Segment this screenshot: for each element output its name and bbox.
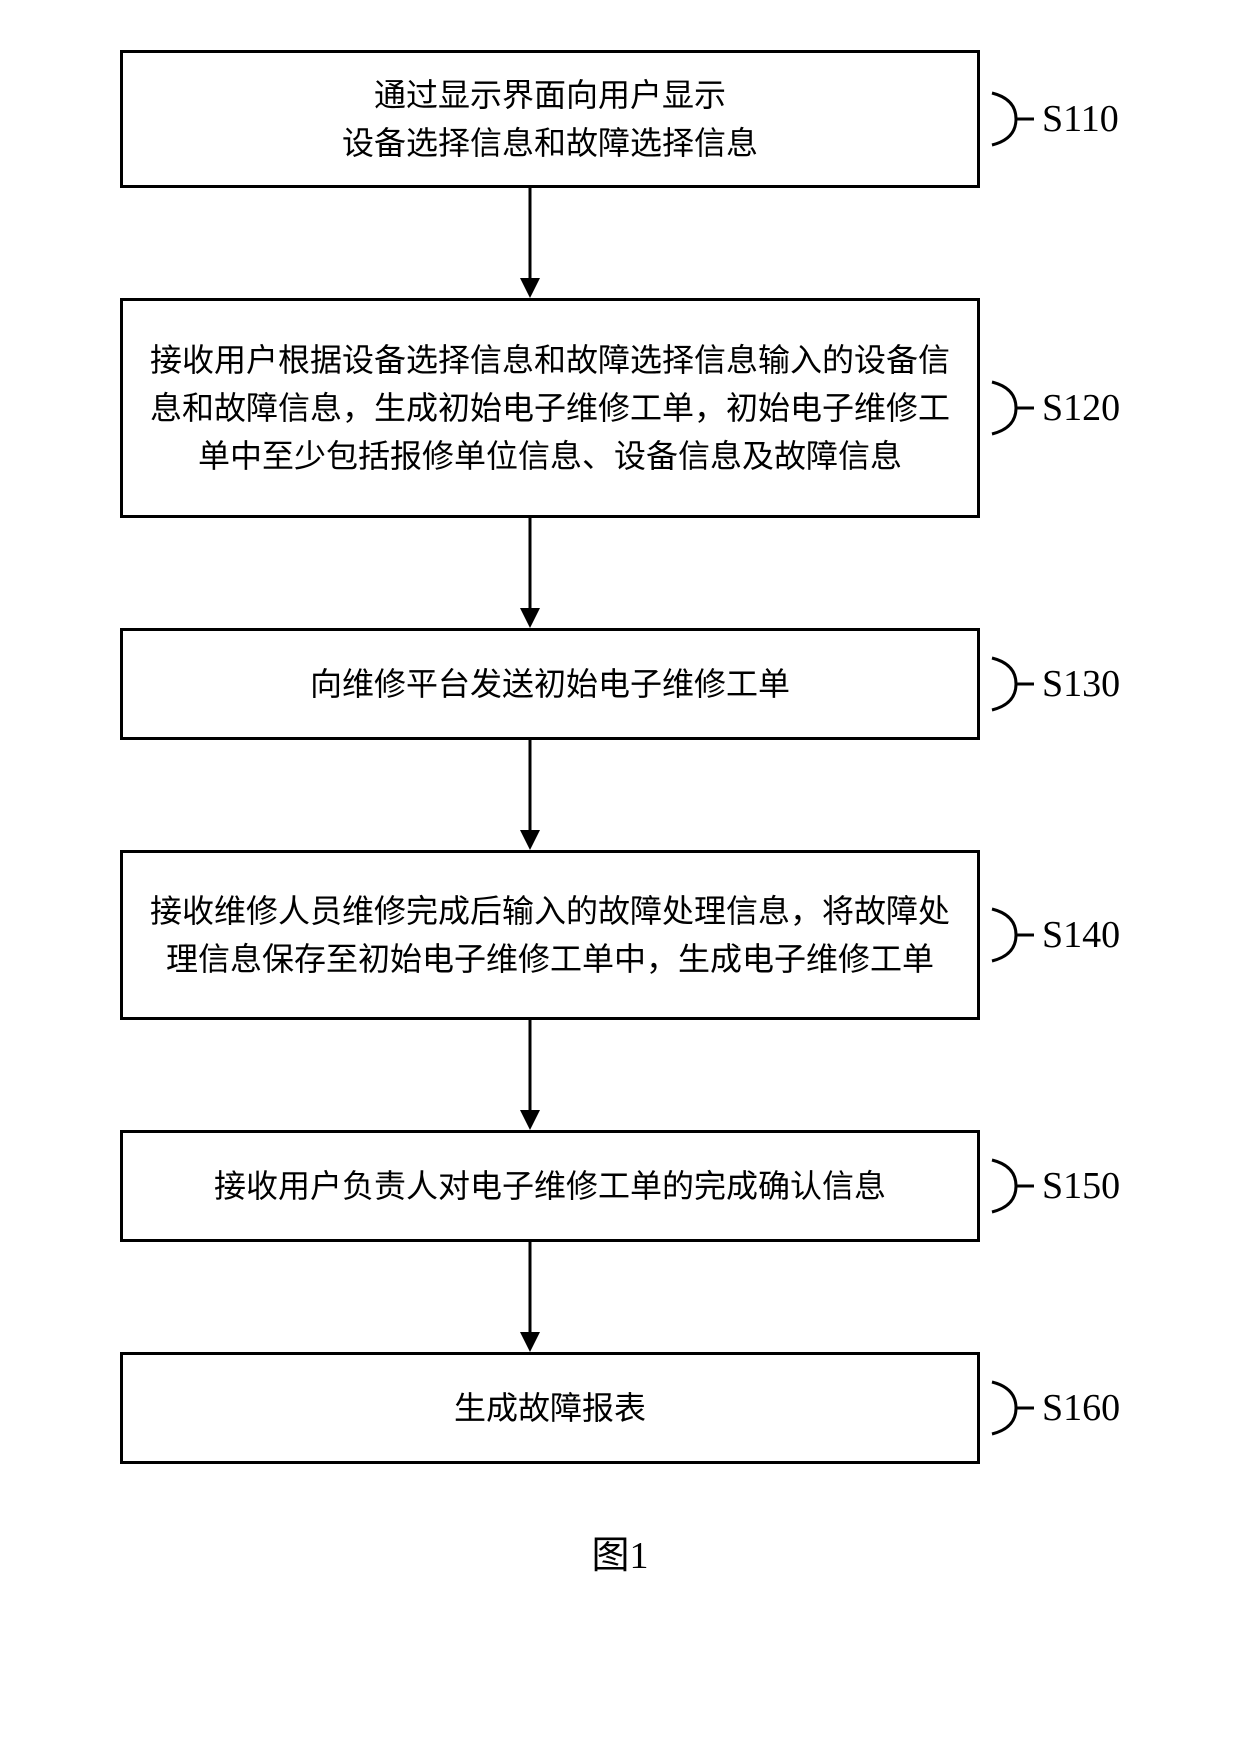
node-label-wrap: S110 <box>988 89 1119 149</box>
flowchart-container: 通过显示界面向用户显示设备选择信息和故障选择信息 S110 接收用户根据设备选择… <box>80 50 1160 1464</box>
node-label: S110 <box>1042 97 1119 141</box>
curve-icon <box>988 905 1038 965</box>
arrow-wrap <box>100 518 1180 628</box>
node-text: 生成故障报表 <box>454 1384 646 1432</box>
arrow-wrap <box>100 1020 1180 1130</box>
curve-icon <box>988 378 1038 438</box>
flowchart-node-s120: 接收用户根据设备选择信息和故障选择信息输入的设备信息和故障信息，生成初始电子维修… <box>120 298 980 518</box>
flowchart-node-s150: 接收用户负责人对电子维修工单的完成确认信息 <box>120 1130 980 1242</box>
flowchart-row: 生成故障报表 S160 <box>80 1352 1160 1464</box>
node-label: S150 <box>1042 1164 1120 1208</box>
node-text: 向维修平台发送初始电子维修工单 <box>310 660 790 708</box>
flowchart-row: 接收用户负责人对电子维修工单的完成确认信息 S150 <box>80 1130 1160 1242</box>
flowchart-node-s110: 通过显示界面向用户显示设备选择信息和故障选择信息 <box>120 50 980 188</box>
node-text: 接收用户负责人对电子维修工单的完成确认信息 <box>214 1162 886 1210</box>
flowchart-node-s140: 接收维修人员维修完成后输入的故障处理信息，将故障处理信息保存至初始电子维修工单中… <box>120 850 980 1020</box>
flowchart-row: 接收用户根据设备选择信息和故障选择信息输入的设备信息和故障信息，生成初始电子维修… <box>80 298 1160 518</box>
arrow-down-icon <box>510 518 550 628</box>
arrow-down-icon <box>510 188 550 298</box>
node-label-wrap: S120 <box>988 378 1120 438</box>
flowchart-row: 通过显示界面向用户显示设备选择信息和故障选择信息 S110 <box>80 50 1160 188</box>
node-label-wrap: S150 <box>988 1156 1120 1216</box>
arrow-down-icon <box>510 1020 550 1130</box>
node-text: 接收用户根据设备选择信息和故障选择信息输入的设备信息和故障信息，生成初始电子维修… <box>147 336 953 480</box>
node-text: 接收维修人员维修完成后输入的故障处理信息，将故障处理信息保存至初始电子维修工单中… <box>147 887 953 983</box>
figure-label: 图1 <box>80 1524 1160 1579</box>
curve-icon <box>988 1378 1038 1438</box>
node-text: 通过显示界面向用户显示设备选择信息和故障选择信息 <box>342 71 758 167</box>
node-label: S160 <box>1042 1386 1120 1430</box>
node-label: S120 <box>1042 386 1120 430</box>
arrow-down-icon <box>510 1242 550 1352</box>
curve-icon <box>988 89 1038 149</box>
flowchart-row: 向维修平台发送初始电子维修工单 S130 <box>80 628 1160 740</box>
arrow-wrap <box>100 740 1180 850</box>
flowchart-node-s160: 生成故障报表 <box>120 1352 980 1464</box>
node-label: S140 <box>1042 913 1120 957</box>
node-label-wrap: S130 <box>988 654 1120 714</box>
arrow-wrap <box>100 188 1180 298</box>
arrow-down-icon <box>510 740 550 850</box>
flowchart-row: 接收维修人员维修完成后输入的故障处理信息，将故障处理信息保存至初始电子维修工单中… <box>80 850 1160 1020</box>
curve-icon <box>988 654 1038 714</box>
node-label-wrap: S140 <box>988 905 1120 965</box>
arrow-wrap <box>100 1242 1180 1352</box>
curve-icon <box>988 1156 1038 1216</box>
node-label-wrap: S160 <box>988 1378 1120 1438</box>
flowchart-node-s130: 向维修平台发送初始电子维修工单 <box>120 628 980 740</box>
node-label: S130 <box>1042 662 1120 706</box>
